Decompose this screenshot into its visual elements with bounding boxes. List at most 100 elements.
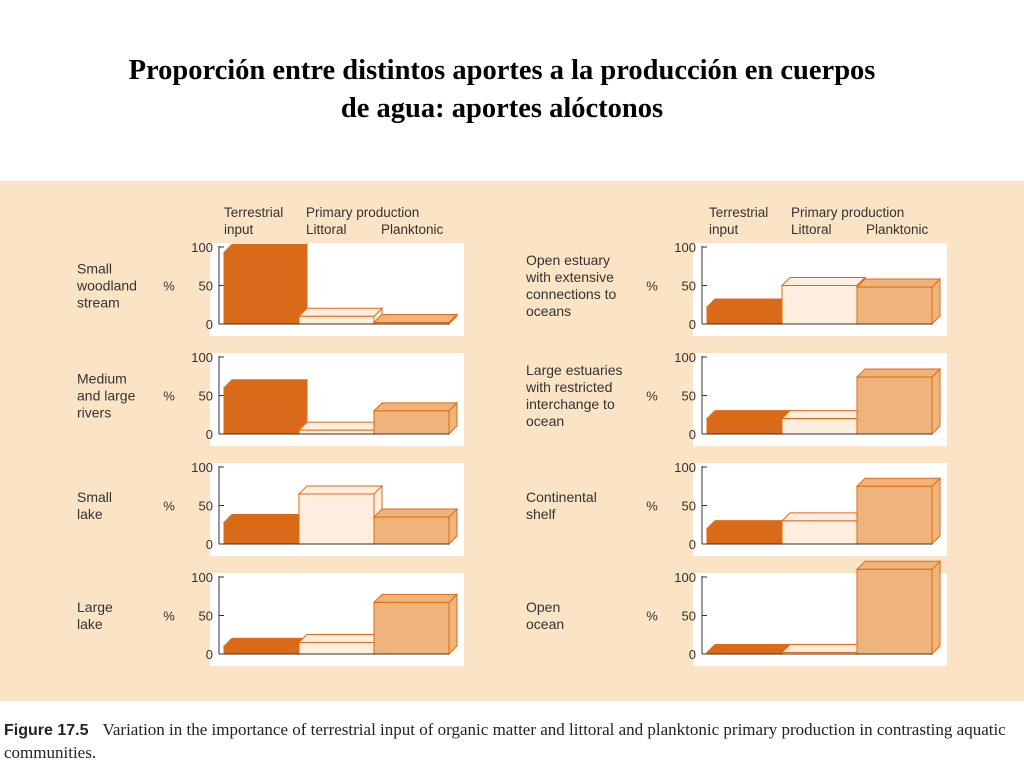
panel-1-bar-littoral [298,315,375,325]
panel-6-label-line-1: Large estuaries [526,362,623,378]
panel-5-bar-planktonic-top [855,278,942,288]
panel-7-label-line-1: Continental [526,489,597,505]
panel-1-ylabel: % [163,279,175,294]
panel-3-bar-littoral-top [297,485,384,495]
header-primary-production-1: Primary production [306,205,419,220]
panel-4-bar-terrestrial [223,645,300,655]
panel-5-bar-littoral-top [780,277,867,286]
panel-7-bar-planktonic-side [931,477,941,546]
panel-4-bar-terrestrial-top [222,637,309,647]
panel-4-bar-littoral-top [297,633,384,643]
panel-7-tick-label-100: 100 [674,460,696,475]
panel-3-label-line-2: lake [77,506,103,522]
panel-2-bar-terrestrial [223,387,300,435]
panel-7-label-line-2: shelf [526,506,556,522]
header-terrestrial-1: Terrestrial [224,205,283,220]
panel-5-label-line-2: with extensive [525,269,614,285]
panel-5-label-line-4: oceans [526,303,571,319]
panel-6-tick-label-50: 50 [682,389,696,404]
panel-1-tick-label-0: 0 [206,317,213,332]
panel-6-bar-terrestrial [706,418,783,435]
panel-7-bar-terrestrial [706,528,783,545]
panel-6-bar-planktonic [856,376,933,435]
panel-3-bar-littoral [298,493,375,545]
panel-6-bar-littoral-top [780,410,867,420]
panel-2-tick-label-100: 100 [191,350,213,365]
panel-4-label-line-2: lake [77,616,103,632]
panel-4-bar-littoral [298,641,375,655]
panel-1-label-line-2: woodland [76,278,137,294]
panel-3-tick-label-0: 0 [206,537,213,552]
panel-1-tick-label-50: 50 [199,279,213,294]
panel-8-bar-planktonic-side [931,560,941,656]
panel-2-label-line-2: and large [77,388,136,404]
panel-3-bar-terrestrial-top [222,513,309,523]
panel-4-bar-planktonic [373,601,450,655]
bar-charts-figure: Terrestrial input Primary production Littor… [76,205,947,666]
panel-1-bar-littoral-top [297,307,384,317]
header-primary-production-2: Primary production [791,205,904,220]
panel-8-tick-label-50: 50 [682,609,696,624]
panel-8-label-line-1: Open [526,599,560,615]
panel-2-tick-label-50: 50 [199,389,213,404]
panel-8-tick-label-0: 0 [689,647,696,662]
panel-8-bar-planktonic [856,568,933,655]
panel-5-label-line-3: connections to [526,286,616,302]
panel-4-tick-label-0: 0 [206,647,213,662]
panel-2-bar-terrestrial-top [222,379,309,389]
panel-1-bar-terrestrial [223,251,300,325]
panel-2-bar-planktonic [373,410,450,435]
panel-8-label-line-2: ocean [526,616,564,632]
panel-3-bar-terrestrial [223,521,300,545]
panel-4-tick-label-100: 100 [191,570,213,585]
panel-1-label-line-3: stream [77,295,120,311]
figure-label: Figure 17.5 [4,722,89,739]
panel-6-bar-planktonic-side [931,367,941,436]
panel-4-tick-label-50: 50 [199,609,213,624]
panel-6-ylabel: % [646,389,658,404]
panel-3-tick-label-50: 50 [199,499,213,514]
panel-2-bar-littoral-top [297,421,384,431]
panel-7-tick-label-0: 0 [689,537,696,552]
panel-6-bar-planktonic-top [855,368,942,378]
header-terrestrial-input-1: input [224,222,254,237]
panel-6-label-line-3: interchange to [526,396,615,412]
figure-caption-text: Variation in the importance of terrestri… [4,720,1006,762]
panel-7-tick-label-50: 50 [682,499,696,514]
panel-5-label-line-1: Open estuary [526,252,610,268]
panel-6-tick-label-0: 0 [689,427,696,442]
panel-2-tick-label-0: 0 [206,427,213,442]
panel-8-bar-littoral-top [780,644,867,653]
panel-3-bar-planktonic [373,516,450,545]
panel-8-ylabel: % [646,609,658,624]
panel-5-ylabel: % [646,279,658,294]
panel-7-ylabel: % [646,499,658,514]
panel-1-bar-planktonic-top [372,314,459,323]
panel-1-bar-terrestrial-top [222,243,309,253]
panel-2-label-line-3: rivers [77,405,111,421]
panel-1-tick-label-100: 100 [191,240,213,255]
panel-5-tick-label-50: 50 [682,279,696,294]
panel-2-bar-littoral [298,429,375,435]
panel-6-label-line-2: with restricted [525,379,612,395]
panel-5-bar-terrestrial-top [705,298,792,308]
panel-7-bar-planktonic [856,485,933,545]
panel-7-bar-terrestrial-top [705,520,792,530]
panel-8-bar-planktonic-top [855,560,942,570]
panel-4-bar-planktonic-side [448,593,458,656]
header-planktonic-1: Planktonic [381,222,444,237]
header-terrestrial-2: Terrestrial [709,205,768,220]
panel-3-bar-planktonic-top [372,508,459,518]
panel-6-tick-label-100: 100 [674,350,696,365]
panel-7-bar-littoral [781,520,858,545]
panel-5-bar-terrestrial [706,306,783,325]
panel-6-label-line-4: ocean [526,413,564,429]
panel-3-label-line-1: Small [77,489,112,505]
panel-3-ylabel: % [163,499,175,514]
panel-1-label-line-1: Small [77,261,112,277]
panel-2-ylabel: % [163,389,175,404]
header-terrestrial-input-2: input [709,222,739,237]
panel-8-bar-terrestrial-top [705,644,792,653]
panel-4-label-line-1: Large [77,599,113,615]
panel-5-tick-label-100: 100 [674,240,696,255]
